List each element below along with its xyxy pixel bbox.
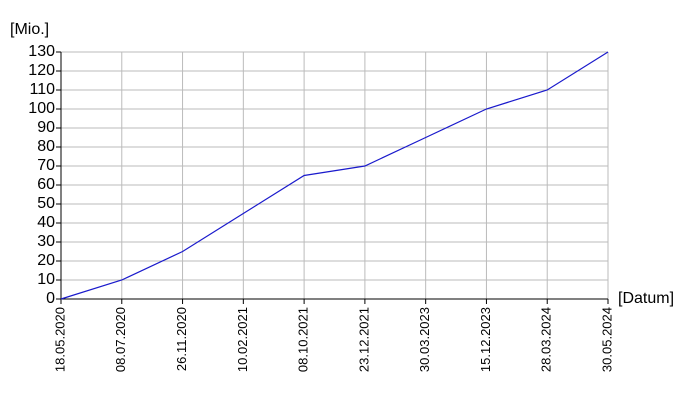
y-tick-label: 20: [37, 252, 55, 269]
x-tick-label: 30.03.2023: [417, 307, 432, 372]
line: [60, 51, 609, 300]
y-tick-label: 0: [46, 290, 55, 307]
y-axis-label: [Mio.]: [10, 21, 49, 38]
y-tick-label: 10: [37, 271, 55, 288]
y-tick-label: 70: [37, 157, 55, 174]
y-tick-label: 90: [37, 119, 55, 136]
y-tick-label: 50: [37, 195, 55, 212]
x-tick-label: 30.05.2024: [599, 307, 614, 372]
x-axis-label: [Datum]: [618, 290, 674, 307]
y-tick-label: 60: [37, 176, 55, 193]
x-tick-label: 08.10.2021: [296, 307, 311, 372]
y-tick-label: 130: [28, 43, 55, 60]
x-tick-label: 23.12.2021: [356, 307, 371, 372]
x-tick-label: 18.05.2020: [52, 307, 67, 372]
x-tick-label: 15.12.2023: [478, 307, 493, 372]
x-tick-label: 10.02.2021: [235, 307, 250, 372]
y-tick-label: 110: [29, 81, 55, 98]
x-tick-label: 08.07.2020: [113, 307, 128, 372]
y-tick-label: 100: [28, 100, 55, 117]
x-tick-label: 28.03.2024: [539, 307, 554, 372]
x-tick-label: 26.11.2020: [174, 307, 189, 371]
y-tick-label: 30: [37, 233, 55, 250]
y-tick-label: 40: [37, 214, 55, 231]
y-tick-label: 120: [28, 62, 55, 79]
y-tick-label: 80: [37, 138, 55, 155]
